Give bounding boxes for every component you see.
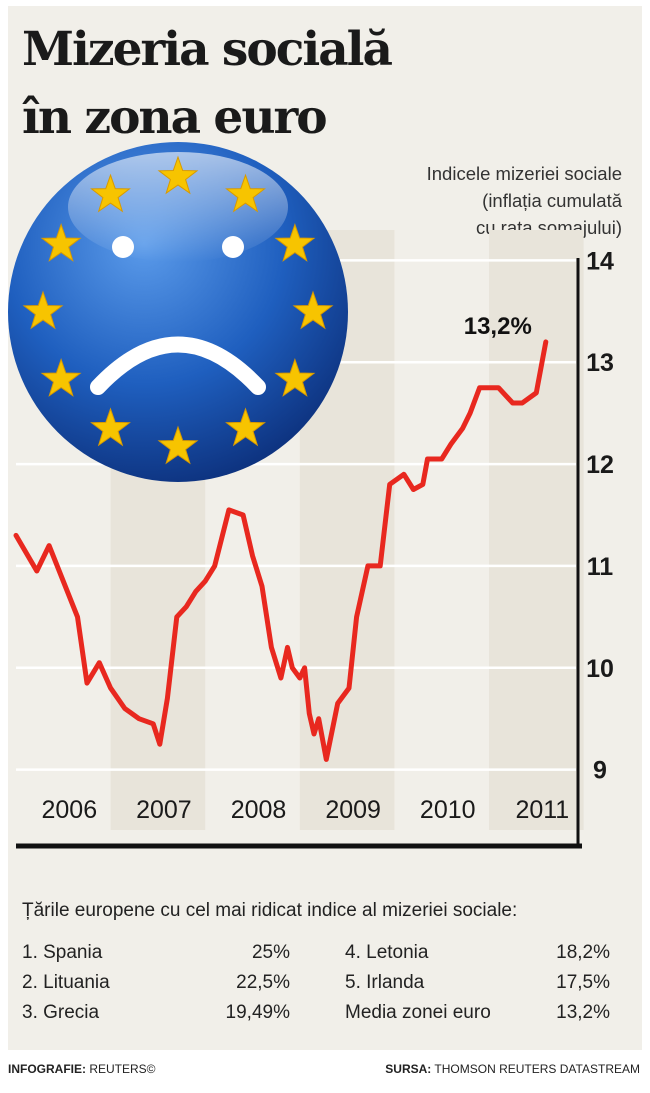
ranking-row-value: 25% bbox=[251, 942, 290, 963]
x-tick-label: 2006 bbox=[41, 796, 97, 824]
data-label-last-value: 13,2% bbox=[464, 313, 532, 340]
ranking-row-name: 4. Letonia bbox=[345, 942, 429, 963]
eye-icon bbox=[222, 236, 244, 258]
y-tick-label: 10 bbox=[586, 655, 614, 683]
y-tick-label: 9 bbox=[593, 757, 607, 785]
year-bands bbox=[110, 230, 584, 830]
source-value: THOMSON REUTERS DATASTREAM bbox=[434, 1062, 640, 1076]
x-tick-label: 2011 bbox=[515, 796, 569, 824]
y-tick-label: 14 bbox=[586, 247, 614, 275]
x-tick-label: 2008 bbox=[231, 796, 287, 824]
star-icon bbox=[90, 407, 131, 447]
series-line bbox=[13, 339, 549, 762]
credit-value: REUTERS© bbox=[89, 1062, 156, 1076]
chart-subtitle-line: (inflația cumulată bbox=[482, 190, 622, 211]
ranking-title: Țările europene cu cel mai ridicat indic… bbox=[22, 900, 518, 921]
page-title-line-1: Mizeria socială bbox=[22, 22, 393, 77]
emblem-gloss bbox=[68, 152, 288, 262]
star-icon bbox=[22, 290, 64, 330]
year-band bbox=[489, 230, 584, 830]
y-tick-label: 11 bbox=[587, 553, 614, 581]
eye-icon bbox=[112, 236, 134, 258]
ranking-row-name: 5. Irlanda bbox=[345, 972, 425, 993]
star-icon bbox=[90, 173, 131, 213]
ranking-row-name: 3. Grecia bbox=[22, 1002, 100, 1023]
star-icon bbox=[225, 407, 266, 447]
star-icon bbox=[157, 155, 199, 195]
star-icon bbox=[225, 173, 266, 213]
ranking-row-name: 1. Spania bbox=[22, 942, 103, 963]
star-icon bbox=[274, 222, 316, 262]
sad-eu-emblem-icon bbox=[8, 142, 348, 482]
ranking-row-value: 13,2% bbox=[556, 1002, 610, 1023]
ranking-row-name: Media zonei euro bbox=[345, 1002, 491, 1023]
x-tick-label: 2007 bbox=[136, 796, 192, 824]
source-label: SURSA: bbox=[385, 1062, 432, 1076]
x-tick-label: 2009 bbox=[325, 796, 381, 824]
star-icon bbox=[157, 425, 199, 465]
ranking-row-value: 18,2% bbox=[556, 942, 610, 963]
credit-infografie: INFOGRAFIE: REUTERS© bbox=[8, 1062, 156, 1076]
x-tick-label: 2010 bbox=[420, 796, 476, 824]
ranking-row-name: 2. Lituania bbox=[22, 972, 110, 993]
chart-subtitle-line: Indicele mizeriei sociale bbox=[426, 163, 622, 184]
ranking-row-value: 19,49% bbox=[225, 1002, 290, 1023]
star-icon bbox=[274, 357, 316, 397]
ranking-row-value: 22,5% bbox=[236, 972, 290, 993]
star-icon bbox=[292, 290, 334, 330]
y-tick-label: 12 bbox=[586, 451, 614, 479]
credit-label: INFOGRAFIE: bbox=[8, 1062, 86, 1076]
ranking-row-value: 17,5% bbox=[556, 972, 610, 993]
page-title-line-2: în zona euro bbox=[22, 90, 328, 145]
y-tick-label: 13 bbox=[586, 349, 614, 377]
star-icon bbox=[40, 222, 82, 262]
x-axis-ticks: 2006 2007 2008 2009 2010 2011 bbox=[41, 796, 569, 824]
y-axis-ticks: 9 10 11 12 13 14 bbox=[586, 247, 614, 784]
credit-source: SURSA: THOMSON REUTERS DATASTREAM bbox=[385, 1062, 640, 1076]
star-icon bbox=[40, 357, 82, 397]
sad-mouth-icon bbox=[90, 336, 266, 395]
